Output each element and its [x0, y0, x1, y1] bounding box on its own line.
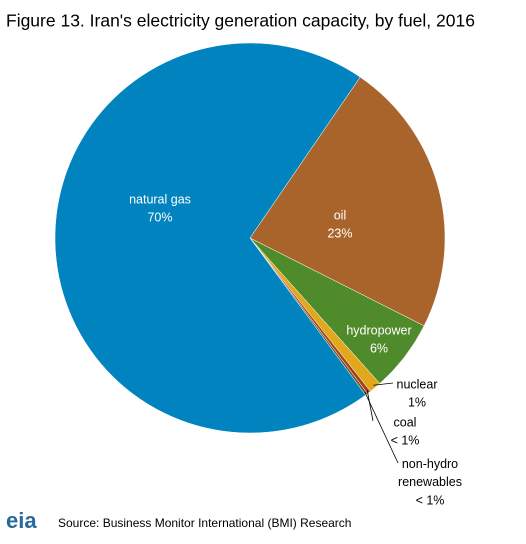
slice-value: < 1% [391, 433, 420, 447]
slice-value: 70% [147, 210, 172, 224]
slice-value: 6% [370, 341, 388, 355]
leader-line [373, 382, 394, 386]
chart-title: Figure 13. Iran's electricity generation… [6, 11, 475, 31]
slice-label: natural gas [129, 192, 191, 206]
slice-label: hydropower [346, 323, 411, 337]
leader-line [364, 391, 399, 464]
leader-line [366, 390, 374, 422]
slice-label: nuclear [397, 377, 438, 391]
slice-value: 1% [408, 395, 426, 409]
pie-slice [54, 42, 366, 434]
pie-slice [249, 76, 446, 327]
slice-value: < 1% [416, 493, 445, 507]
slice-label: coal [394, 415, 417, 429]
source-note: Source: Business Monitor International (… [58, 516, 351, 530]
slice-value: 23% [327, 226, 352, 240]
logo: eia [6, 508, 37, 533]
slice-label: non-hydro renewables [398, 457, 462, 489]
slice-label: oil [334, 208, 347, 222]
